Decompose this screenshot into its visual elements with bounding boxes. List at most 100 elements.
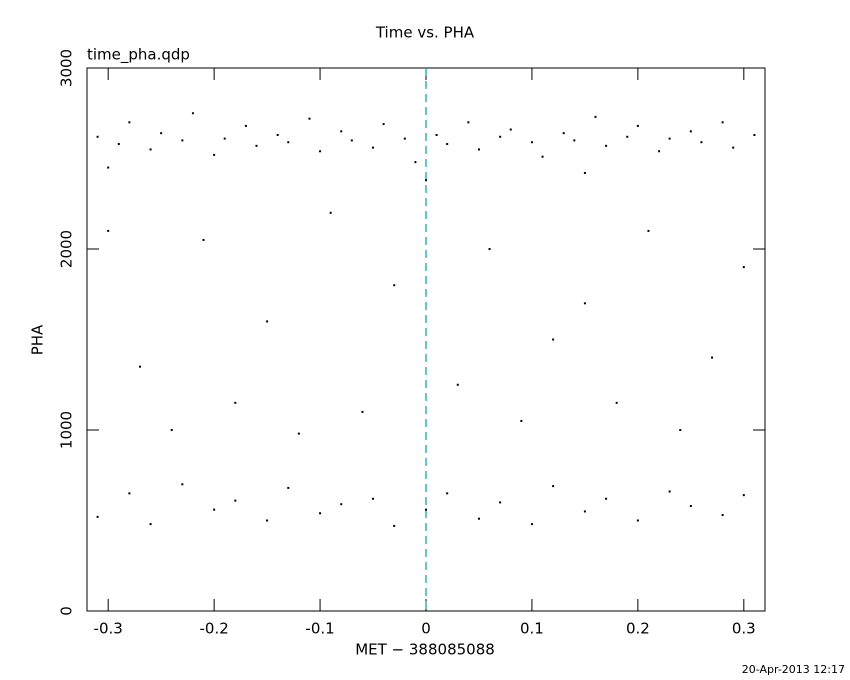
- point: [266, 320, 269, 323]
- x-tick-label: -0.3: [94, 620, 123, 638]
- point: [287, 486, 290, 489]
- x-tick-label: 0: [421, 620, 431, 638]
- annotation: time_pha.qdp: [87, 46, 190, 65]
- point: [181, 139, 184, 142]
- point: [329, 211, 332, 214]
- x-tick-label: 0.1: [520, 620, 544, 638]
- point: [605, 497, 608, 500]
- point: [573, 139, 576, 142]
- point: [393, 524, 396, 527]
- point: [499, 501, 502, 504]
- point: [425, 179, 427, 182]
- point: [668, 490, 671, 493]
- x-tick-label: 0.2: [626, 620, 650, 638]
- x-tick-label: 0.3: [732, 620, 756, 638]
- y-tick-label: 2000: [58, 230, 76, 268]
- point: [689, 130, 692, 133]
- point: [530, 141, 533, 144]
- point: [403, 137, 406, 140]
- point: [414, 161, 417, 164]
- point: [191, 112, 194, 115]
- y-tick-label: 1000: [58, 411, 76, 449]
- point: [181, 483, 184, 486]
- point: [308, 117, 311, 120]
- point: [467, 121, 470, 124]
- point: [658, 150, 661, 153]
- point: [721, 121, 724, 124]
- point: [742, 494, 745, 497]
- point: [107, 166, 110, 169]
- point: [615, 401, 618, 404]
- point: [477, 517, 480, 520]
- point: [753, 133, 756, 136]
- point: [583, 302, 586, 305]
- point: [276, 133, 279, 136]
- y-axis-label: PHA: [29, 324, 47, 355]
- point: [372, 497, 375, 500]
- x-tick-label: -0.1: [305, 620, 334, 638]
- point: [340, 130, 343, 133]
- point: [96, 515, 99, 518]
- point: [530, 523, 533, 526]
- point: [160, 132, 163, 135]
- point: [435, 133, 438, 136]
- footer: 20-Apr-2013 12:17: [742, 663, 845, 676]
- point: [425, 508, 427, 511]
- point: [446, 492, 449, 495]
- point: [509, 128, 512, 131]
- point: [117, 143, 120, 146]
- point: [244, 124, 247, 127]
- point: [372, 146, 375, 149]
- point: [742, 266, 745, 269]
- y-tick-label: 3000: [58, 49, 76, 87]
- point: [223, 137, 226, 140]
- point: [202, 238, 205, 241]
- point: [393, 284, 396, 287]
- point: [679, 429, 682, 431]
- point: [711, 356, 714, 359]
- point: [668, 137, 671, 140]
- point: [340, 503, 343, 506]
- point: [361, 410, 364, 413]
- y-tick-label: 0: [58, 606, 76, 616]
- point: [605, 144, 608, 147]
- point: [626, 135, 629, 138]
- point: [541, 155, 544, 158]
- point: [562, 132, 565, 135]
- point: [732, 146, 735, 149]
- point: [138, 365, 141, 368]
- point: [149, 148, 152, 151]
- point: [583, 171, 586, 174]
- point: [636, 519, 639, 522]
- point: [96, 135, 99, 138]
- point: [477, 148, 480, 151]
- point: [647, 229, 650, 232]
- chart-title: Time vs. PHA: [375, 24, 475, 42]
- point: [552, 485, 555, 488]
- point: [446, 143, 449, 146]
- point: [128, 121, 131, 124]
- point: [456, 383, 459, 386]
- point: [583, 510, 586, 513]
- point: [297, 432, 300, 435]
- point: [149, 523, 152, 526]
- point: [170, 429, 173, 431]
- point: [319, 512, 322, 515]
- point: [520, 419, 523, 422]
- point: [287, 141, 290, 144]
- point: [213, 153, 216, 156]
- point: [128, 492, 131, 495]
- point: [488, 248, 491, 250]
- point: [700, 141, 703, 144]
- point: [552, 338, 555, 341]
- point: [350, 139, 353, 142]
- point: [266, 519, 269, 522]
- point: [382, 123, 385, 126]
- x-axis-label: MET − 388085088: [355, 641, 495, 659]
- point: [499, 135, 502, 138]
- point: [721, 514, 724, 517]
- point: [594, 115, 597, 118]
- point: [689, 505, 692, 508]
- point: [107, 229, 110, 232]
